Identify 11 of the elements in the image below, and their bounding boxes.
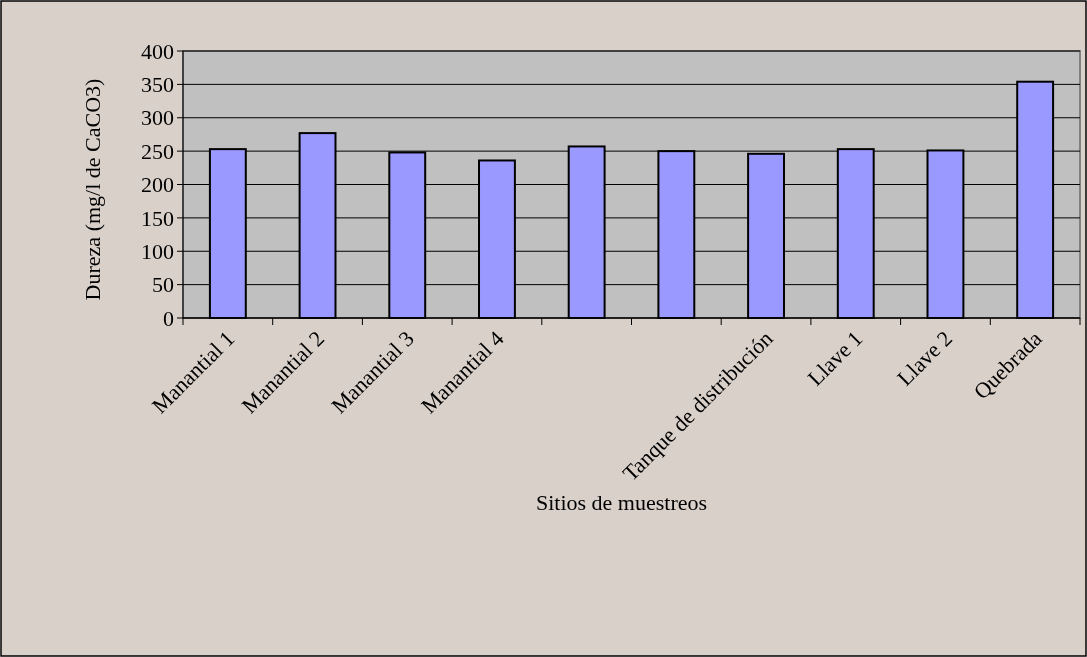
y-tick-label: 350 <box>141 72 174 98</box>
y-axis-title: Dureza (mg/l de CaCO3) <box>80 78 105 301</box>
y-tick-label: 50 <box>152 272 174 298</box>
y-tick-label: 150 <box>141 205 174 231</box>
y-tick-label: 300 <box>141 105 174 131</box>
y-tick-label: 0 <box>163 305 174 331</box>
x-axis-title: Sitios de muestreos <box>535 490 708 515</box>
y-tick-label: 100 <box>141 238 174 264</box>
y-tick-label: 400 <box>141 38 174 64</box>
y-tick-label: 250 <box>141 138 174 164</box>
y-tick-label: 200 <box>141 172 174 198</box>
